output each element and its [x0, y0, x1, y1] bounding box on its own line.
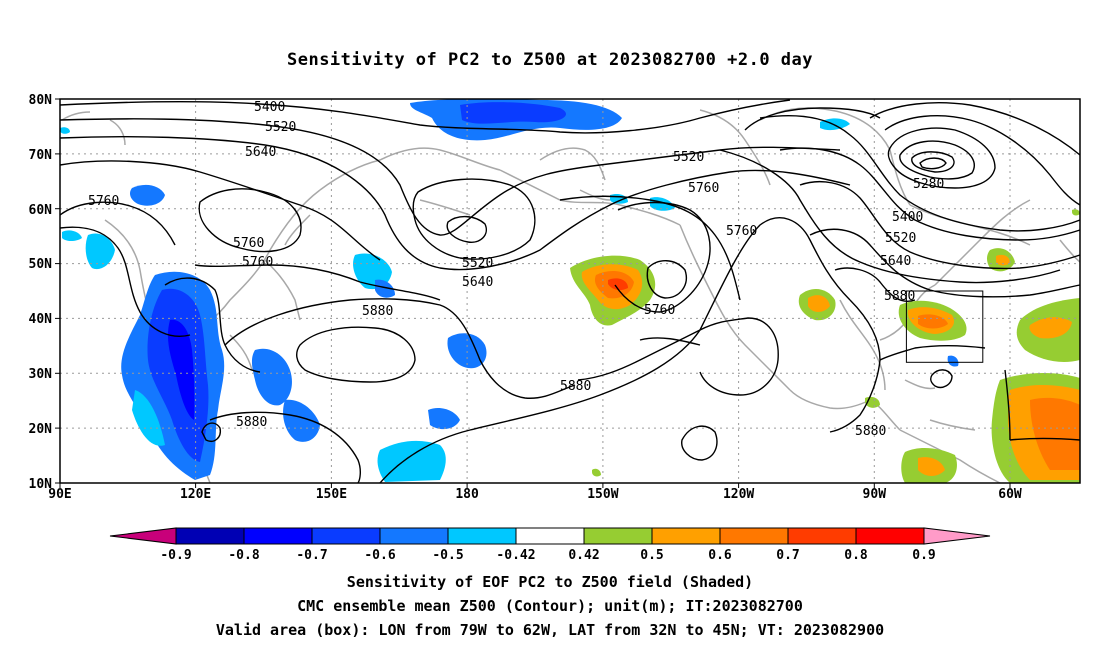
colorbar-high-triangle — [923, 527, 991, 545]
colorbar-label: 0.8 — [844, 548, 868, 563]
colorbar-label: -0.8 — [228, 548, 259, 563]
lat-label: 20N — [29, 422, 53, 437]
contour-label: 5760 — [242, 255, 273, 270]
lon-label: 120E — [180, 487, 211, 502]
contour-label: 5760 — [233, 236, 264, 251]
contour-label: 5760 — [88, 194, 119, 209]
lon-label: 90E — [48, 487, 71, 502]
lon-label: 90W — [863, 487, 887, 502]
lat-label: 50N — [29, 257, 53, 272]
lat-label: 40N — [29, 312, 53, 327]
tick-marks — [55, 98, 1011, 488]
contour-label: 5280 — [913, 177, 944, 192]
lon-label: 60W — [998, 487, 1022, 502]
lon-label: 150E — [316, 487, 347, 502]
colorbar-segment — [515, 527, 585, 545]
shading-negative — [60, 98, 959, 482]
colorbar-segment — [379, 527, 449, 545]
contour-label: 5640 — [462, 275, 493, 290]
contour-label: 5520 — [885, 231, 916, 246]
contour-labels: 5400 5520 5640 5760 5760 5760 5760 5880 … — [88, 100, 944, 439]
colorbar-label: -0.7 — [296, 548, 327, 563]
colorbar-segment — [447, 527, 517, 545]
lon-axis-labels: 90E 120E 150E 180 150W 120W 90W 60W — [48, 487, 1022, 502]
lon-label: 120W — [723, 487, 754, 502]
colorbar-segment — [243, 527, 313, 545]
contour-label: 5640 — [245, 145, 276, 160]
colorbar-label: 0.42 — [568, 548, 599, 563]
colorbar-segment — [311, 527, 381, 545]
contour-label: 5520 — [462, 256, 493, 271]
map-panel: 5400 5520 5640 5760 5760 5760 5760 5880 … — [29, 93, 1081, 502]
colorbar-segment — [583, 527, 653, 545]
caption-contour: CMC ensemble mean Z500 (Contour); unit(m… — [297, 597, 803, 615]
contour-label: 5880 — [884, 289, 915, 304]
lat-label: 80N — [29, 93, 53, 108]
valid-area-box — [905, 290, 984, 363]
lon-label: 150W — [587, 487, 618, 502]
colorbar-segment — [651, 527, 721, 545]
colorbar-label: 0.6 — [708, 548, 732, 563]
lat-label: 70N — [29, 148, 53, 163]
contour-label: 5760 — [644, 303, 675, 318]
z500-contours — [59, 99, 1081, 484]
contour-label: 5880 — [855, 424, 886, 439]
graticule — [60, 99, 1080, 483]
lat-label: 30N — [29, 367, 53, 382]
colorbar-label: 0.5 — [640, 548, 663, 563]
colorbar-label: 0.7 — [776, 548, 799, 563]
lat-axis-labels: 80N 70N 60N 50N 40N 30N 20N 10N — [29, 93, 53, 492]
colorbar-segment — [719, 527, 789, 545]
contour-label: 5760 — [688, 181, 719, 196]
contour-label: 5520 — [673, 150, 704, 165]
colorbar-segment — [175, 527, 245, 545]
contour-label: 5400 — [254, 100, 285, 115]
colorbar: -0.9 -0.8 -0.7 -0.6 -0.5 -0.42 0.42 0.5 0.6 0.7 0.… — [109, 527, 991, 563]
colorbar-label: -0.5 — [432, 548, 463, 563]
lat-label: 10N — [29, 477, 53, 492]
map-frame — [59, 98, 1081, 484]
contour-label: 5640 — [880, 254, 911, 269]
contour-label: 5880 — [236, 415, 267, 430]
contour-label: 5400 — [892, 210, 923, 225]
contour-label: 5880 — [362, 304, 393, 319]
colorbar-low-triangle — [109, 527, 177, 545]
contour-label: 5760 — [726, 224, 757, 239]
colorbar-segment — [787, 527, 857, 545]
contour-label: 5880 — [560, 379, 591, 394]
contour-label: 5520 — [265, 120, 296, 135]
colorbar-segment — [855, 527, 925, 545]
lat-label: 60N — [29, 203, 53, 218]
colorbar-label: -0.42 — [496, 548, 535, 563]
colorbar-label: 0.9 — [912, 548, 935, 563]
page-title: Sensitivity of PC2 to Z500 at 2023082700… — [286, 50, 813, 70]
caption-shading: Sensitivity of EOF PC2 to Z500 field (Sh… — [346, 573, 754, 591]
colorbar-label: -0.9 — [160, 548, 191, 563]
shading-positive — [570, 209, 1080, 483]
colorbar-label: -0.6 — [364, 548, 395, 563]
lon-label: 180 — [455, 487, 479, 502]
caption-valid-area: Valid area (box): LON from 79W to 62W, L… — [215, 621, 885, 639]
